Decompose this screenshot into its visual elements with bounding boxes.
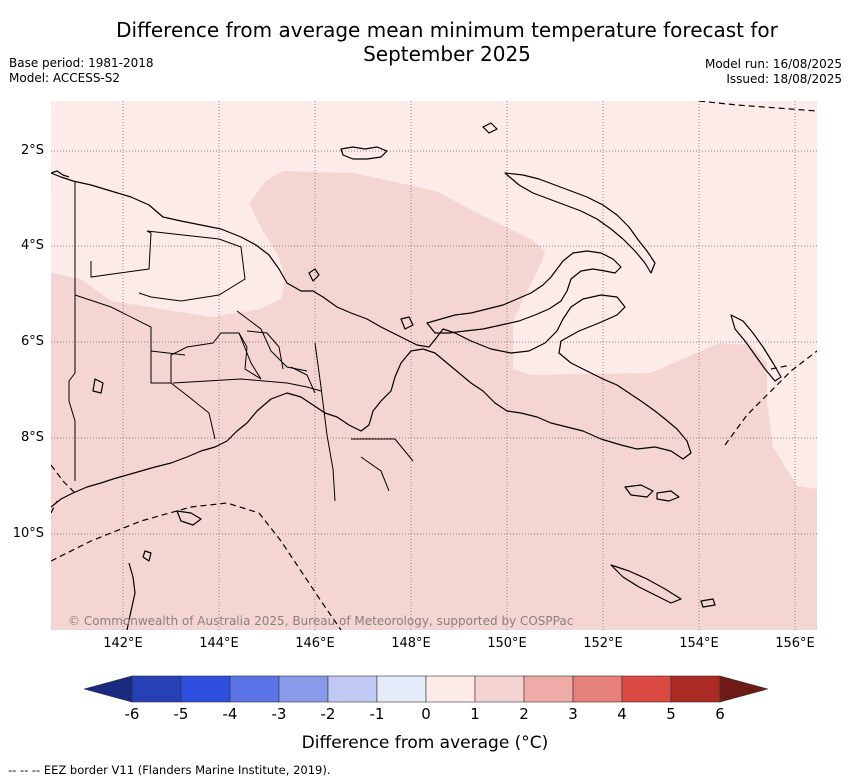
title-line-1: Difference from average mean minimum tem… [116,18,778,42]
lat-tick-8s: 8°S [20,430,44,445]
colorbar-label: 6 [715,705,725,723]
colorbar-bin [425,675,476,703]
colorbar-label: 3 [568,705,578,723]
lat-tick-6s: 6°S [20,334,44,349]
colorbar-label: -1 [369,705,385,723]
colorbar [84,675,768,703]
colorbar-label: 1 [470,705,480,723]
colorbar-bin [572,675,623,703]
lon-tick-152e: 152°E [583,636,623,651]
lon-tick-150e: 150°E [487,636,527,651]
lon-tick-144e: 144°E [199,636,239,651]
lat-tick-2s: 2°S [20,143,44,158]
model-run: Model run: 16/08/2025 [704,57,842,71]
lat-tick-10s: 10°S [12,526,44,541]
colorbar-label: -2 [320,705,336,723]
colorbar-bin [180,675,231,703]
colorbar-label: -4 [222,705,238,723]
metadata-left: Base period: 1981-2018 Model: ACCESS-S2 [9,56,154,86]
title-line-2: September 2025 [363,42,531,66]
lon-tick-142e: 142°E [103,636,143,651]
colorbar-extend-low [84,675,133,703]
colorbar-bin [376,675,427,703]
colorbar-bin [278,675,329,703]
lat-tick-4s: 4°S [20,238,44,253]
colorbar-bin [474,675,525,703]
colorbar-bin [670,675,721,703]
province-borders [68,181,414,502]
colorbar-bin [523,675,574,703]
colorbar-label: 5 [666,705,676,723]
issued-date: Issued: 18/08/2025 [726,72,842,86]
map-svg [51,101,817,630]
colorbar-bin [229,675,280,703]
model-name: Model: ACCESS-S2 [9,71,121,85]
anomaly-region-0-to-1 [51,101,817,489]
lon-tick-154e: 154°E [679,636,719,651]
colorbar-bin [621,675,672,703]
lon-tick-148e: 148°E [391,636,431,651]
coastlines [51,122,782,630]
copyright-notice: © Commonwealth of Australia 2025, Bureau… [68,614,574,628]
colorbar-label: 0 [421,705,431,723]
lon-tick-146e: 146°E [295,636,335,651]
colorbar-bin [327,675,378,703]
graticule [51,101,817,630]
colorbar-label: -3 [271,705,287,723]
colorbar-label: 2 [519,705,529,723]
colorbar-label: -6 [124,705,140,723]
lon-tick-156e: 156°E [775,636,815,651]
eez-legend-note: -- -- -- EEZ border V11 (Flanders Marine… [8,763,331,777]
colorbar-label: -5 [173,705,189,723]
map-title: Difference from average mean minimum tem… [0,18,850,66]
colorbar-title: Difference from average (°C) [301,733,549,753]
metadata-right: Model run: 16/08/2025 Issued: 18/08/2025 [705,57,842,87]
base-period: Base period: 1981-2018 [9,56,154,70]
colorbar-label: 4 [617,705,627,723]
colorbar-bin [131,675,182,703]
colorbar-extend-high [719,675,768,703]
map-area [51,101,817,630]
eez-borders [51,101,817,630]
